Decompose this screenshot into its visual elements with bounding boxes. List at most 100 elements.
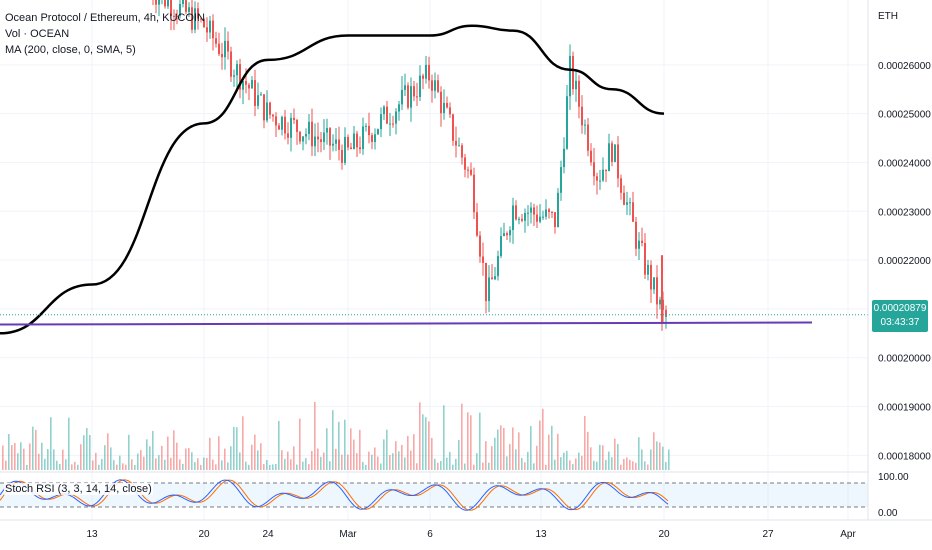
volume-bar <box>194 462 196 470</box>
time-tick: Apr <box>840 529 856 540</box>
volume-bar <box>281 450 283 470</box>
candle-body <box>635 221 637 249</box>
candle-body <box>155 0 157 5</box>
volume-bar <box>320 456 322 470</box>
candle-body <box>443 102 445 114</box>
candle-body <box>182 0 184 4</box>
volume-bar <box>59 464 61 470</box>
time-tick: 6 <box>427 529 433 540</box>
volume-bar <box>635 462 637 470</box>
volume-bar <box>212 459 214 470</box>
volume-bar <box>260 443 262 470</box>
volume-bar <box>134 464 136 470</box>
volume-bar <box>20 442 22 470</box>
volume-bar <box>440 460 442 470</box>
volume-bar <box>389 455 391 470</box>
volume-bar <box>371 454 373 470</box>
volume-bar <box>422 414 424 470</box>
candle-body <box>599 180 601 182</box>
volume-bar <box>557 433 559 470</box>
stoch-rsi-label[interactable]: Stoch RSI (3, 3, 14, 14, close) <box>4 483 153 495</box>
volume-bar <box>431 437 433 470</box>
volume-bar <box>248 464 250 470</box>
volume-bar <box>590 447 592 470</box>
candle-body <box>533 207 535 215</box>
volume-bar <box>113 460 115 470</box>
volume-bar <box>644 461 646 470</box>
candle-body <box>584 124 586 126</box>
ma-legend[interactable]: MA (200, close, 0, SMA, 5) <box>5 44 136 56</box>
volume-bar <box>143 456 145 470</box>
volume-legend[interactable]: Vol · OCEAN <box>5 28 70 40</box>
volume-bar <box>578 452 580 470</box>
volume-bar <box>107 433 109 470</box>
candle-body <box>593 162 595 177</box>
volume-bar <box>254 434 256 470</box>
candle-body <box>401 89 403 105</box>
candle-body <box>344 136 346 163</box>
volume-bar <box>116 464 118 470</box>
candle-body <box>260 94 262 96</box>
candle-body <box>281 116 283 130</box>
volume-bar <box>395 441 397 470</box>
candle-body <box>548 209 550 212</box>
volume-bar <box>110 447 112 470</box>
volume-bar <box>548 434 550 470</box>
volume-bar <box>230 446 232 470</box>
candle-body <box>188 7 190 12</box>
candle-body <box>497 256 499 277</box>
volume-bar <box>56 460 58 470</box>
candle-body <box>242 81 244 90</box>
volume-bar <box>8 434 10 470</box>
volume-bar <box>302 461 304 470</box>
candle-body <box>170 0 172 16</box>
currency-label: ETH <box>878 11 898 22</box>
volume-bar <box>80 444 82 470</box>
volume-bar <box>176 442 178 470</box>
volume-bar <box>428 421 430 470</box>
candle-body <box>503 233 505 237</box>
volume-bar <box>476 453 478 470</box>
volume-bar <box>461 403 463 470</box>
candle-body <box>617 144 619 179</box>
volume-bar <box>392 453 394 470</box>
candle-body <box>422 75 424 79</box>
candle-body <box>212 20 214 39</box>
time-tick: 24 <box>262 529 274 540</box>
candle-body <box>476 212 478 236</box>
volume-bar <box>92 460 94 470</box>
volume-bar <box>656 441 658 470</box>
volume-bar <box>659 442 661 470</box>
volume-bar <box>89 435 91 470</box>
candle-body <box>347 136 349 148</box>
volume-bar <box>125 464 127 470</box>
candle-body <box>587 124 589 151</box>
candle-body <box>248 84 250 89</box>
volume-bar <box>275 464 277 470</box>
volume-bar <box>233 426 235 470</box>
volume-bar <box>86 428 88 470</box>
volume-bar <box>443 405 445 470</box>
volume-bar <box>596 461 598 470</box>
volume-bar <box>572 464 574 470</box>
candle-body <box>278 125 280 130</box>
volume-bar <box>242 416 244 470</box>
volume-bar <box>77 464 79 470</box>
symbol-title[interactable]: Ocean Protocol / Ethereum, 4h, KUCOIN <box>5 12 205 24</box>
volume-bar <box>338 421 340 470</box>
candle-body <box>644 242 646 275</box>
volume-bar <box>122 463 124 470</box>
candle-body <box>338 139 340 150</box>
volume-bar <box>449 451 451 470</box>
candle-body <box>494 276 496 280</box>
candle-body <box>551 211 553 213</box>
time-tick: 20 <box>198 529 210 540</box>
volume-bar <box>128 434 130 470</box>
candle-body <box>239 64 241 90</box>
volume-bar <box>23 448 25 470</box>
candle-body <box>236 64 238 76</box>
volume-bar <box>173 430 175 470</box>
candle-body <box>464 157 466 170</box>
volume-bar <box>353 439 355 470</box>
